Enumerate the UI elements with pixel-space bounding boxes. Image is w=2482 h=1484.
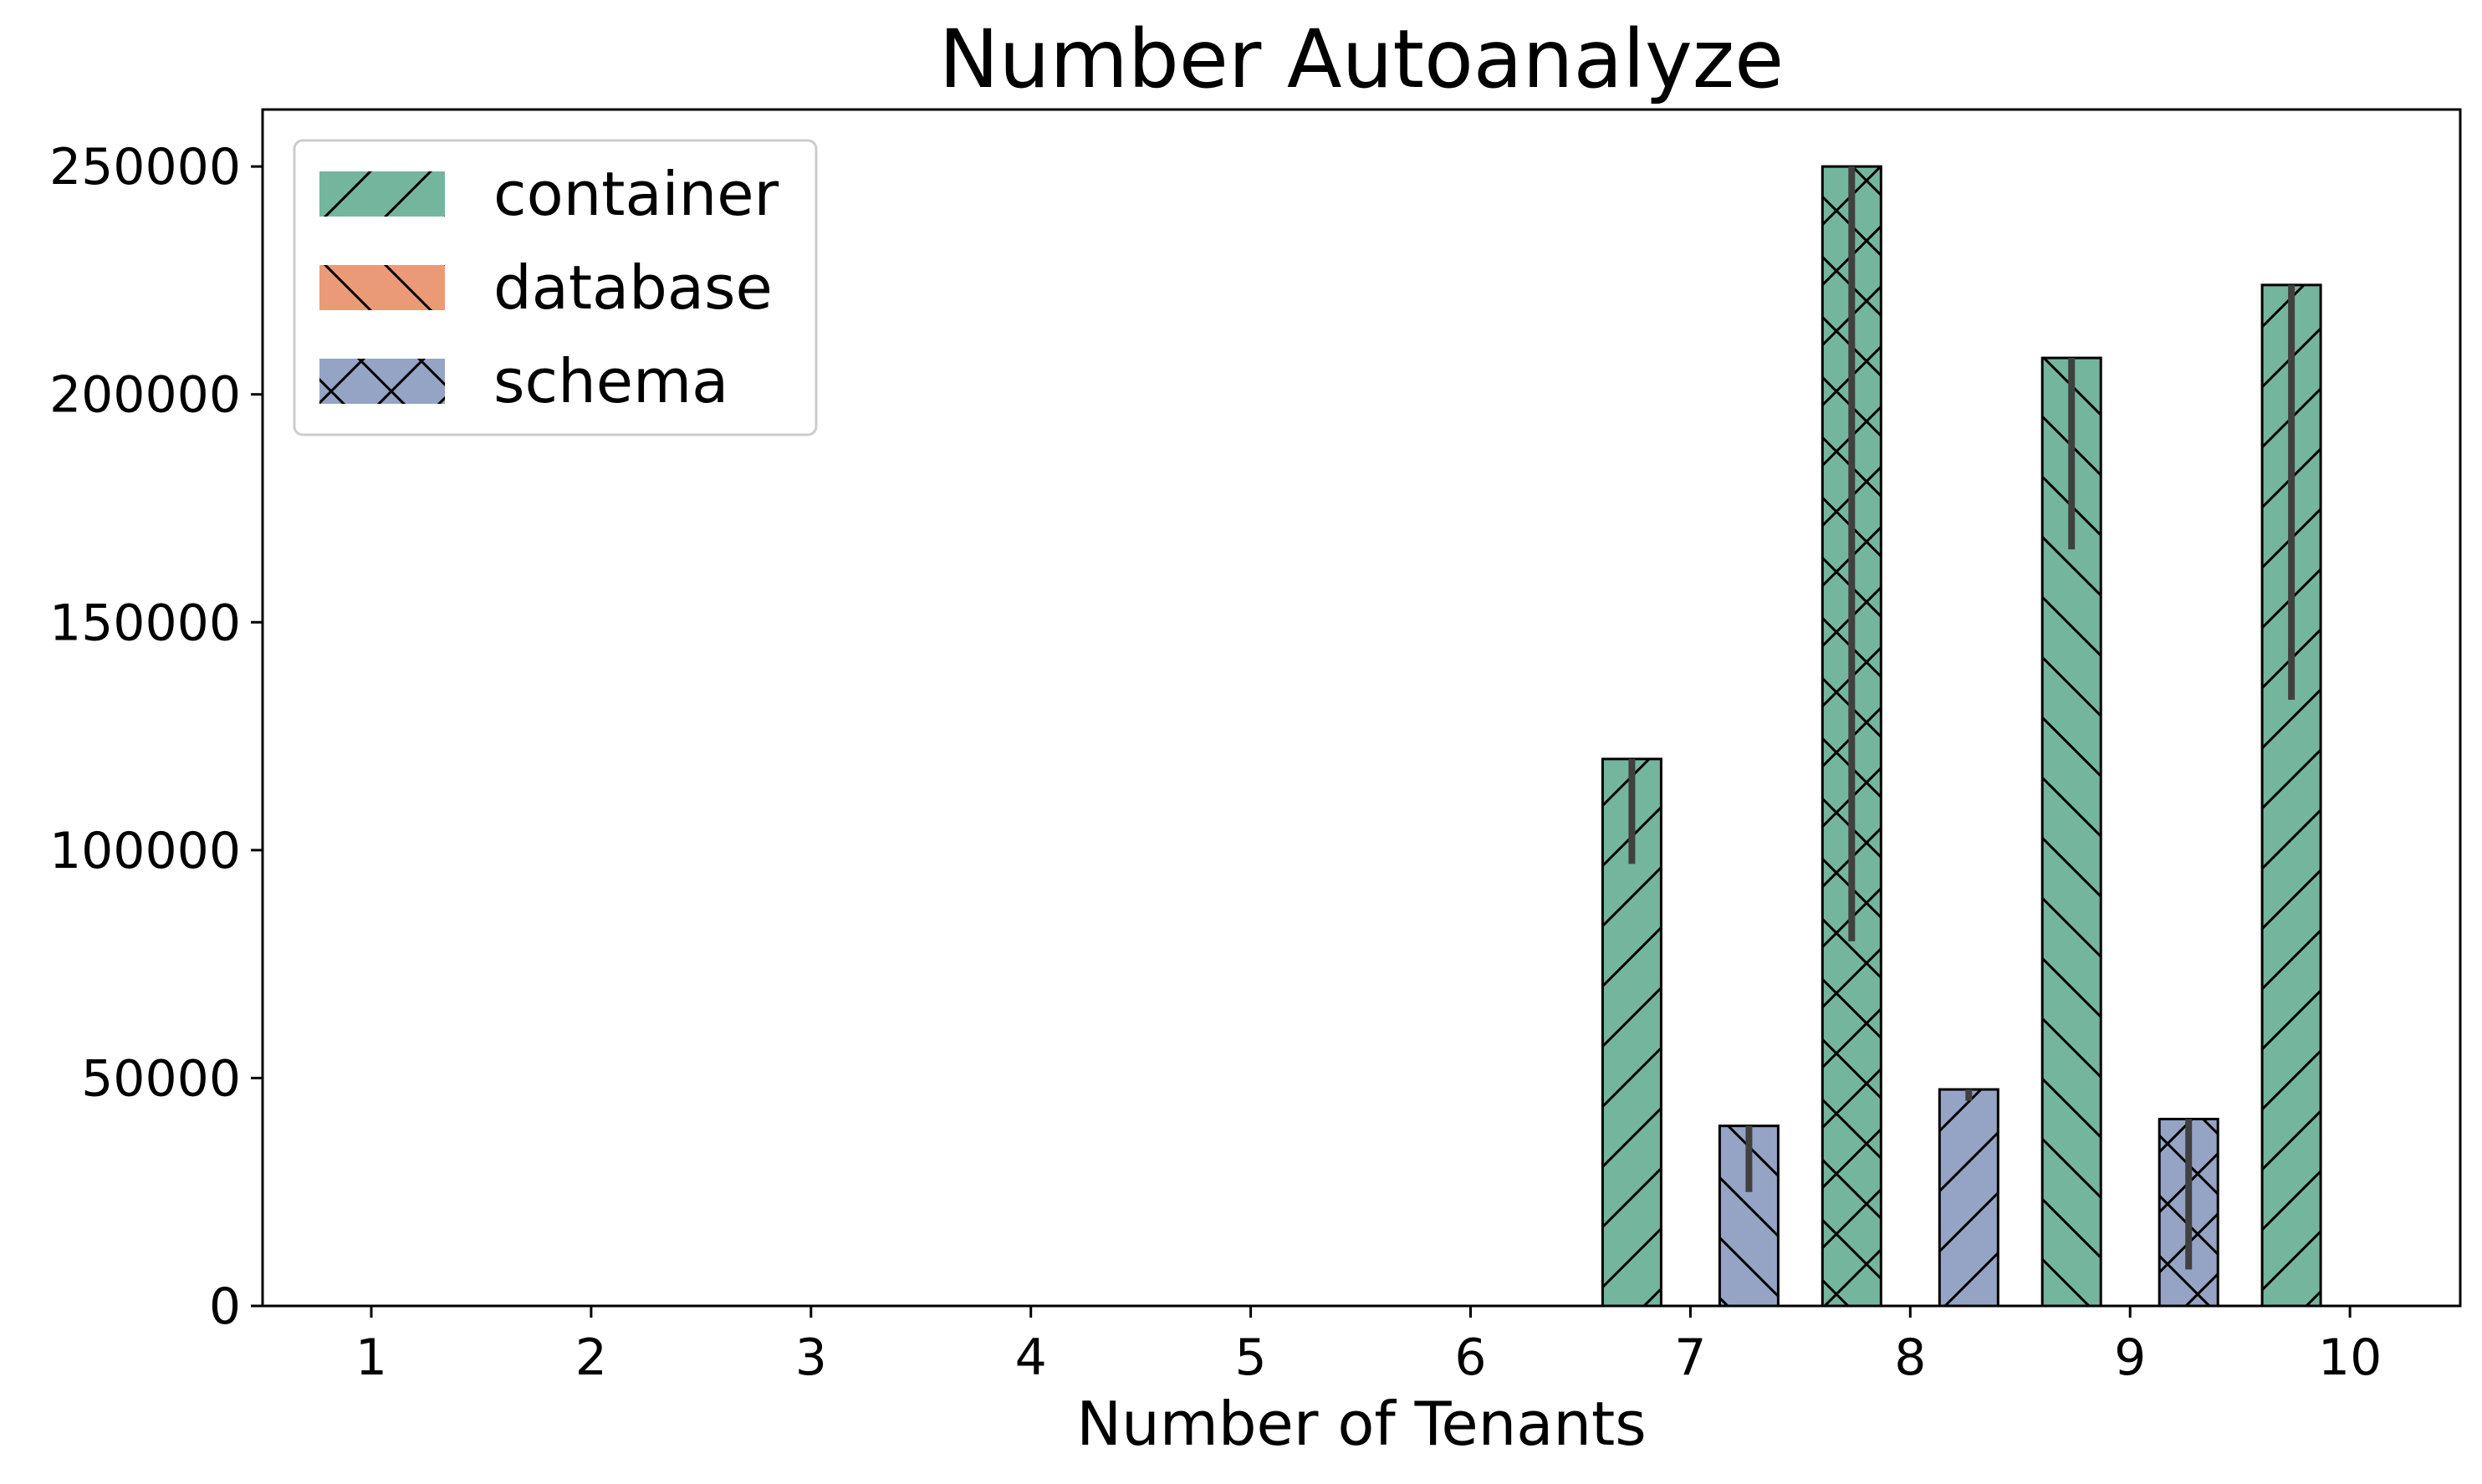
bars-layer: [1601, 165, 2322, 1308]
y-tick-label-250000: 250000: [49, 138, 241, 196]
x-tick-label-7: 7: [1674, 1328, 1706, 1387]
x-tick-label-10: 10: [2318, 1328, 2382, 1387]
y-tick-label-50000: 50000: [81, 1049, 241, 1108]
x-axis-ticks: 1 2 3 4 5 6 7 8 9 10: [355, 1306, 2382, 1387]
legend-label-schema: schema: [493, 346, 728, 416]
legend-swatch-hatch-schema: [319, 359, 445, 404]
x-tick-label-2: 2: [575, 1328, 607, 1387]
x-tick-label-1: 1: [355, 1328, 387, 1387]
x-tick-label-4: 4: [1015, 1328, 1047, 1387]
y-tick-label-200000: 200000: [49, 366, 241, 425]
x-axis-label: Number of Tenants: [1076, 1389, 1647, 1459]
legend-swatch-hatch-database: [319, 265, 445, 310]
legend-label-database: database: [493, 252, 773, 323]
y-tick-label-100000: 100000: [49, 822, 241, 880]
x-tick-label-3: 3: [795, 1328, 827, 1387]
x-tick-label-5: 5: [1235, 1328, 1267, 1387]
x-tick-label-8: 8: [1894, 1328, 1926, 1387]
bar-hatch-schema-8: [1939, 1089, 1999, 1306]
y-tick-label-150000: 150000: [49, 594, 241, 652]
legend: container database schema: [293, 139, 818, 436]
x-tick-label-9: 9: [2114, 1328, 2146, 1387]
legend-swatch-hatch-container: [319, 171, 445, 217]
error-bars-layer: [1628, 166, 2296, 1270]
chart-title: Number Autoanalyze: [939, 13, 1784, 106]
legend-label-container: container: [493, 159, 779, 229]
x-tick-label-6: 6: [1454, 1328, 1486, 1387]
plot-frame: [261, 108, 2462, 1308]
y-axis-ticks: 0 50000 100000 150000 200000 250000: [49, 138, 263, 1336]
y-tick-label-0: 0: [209, 1277, 241, 1336]
